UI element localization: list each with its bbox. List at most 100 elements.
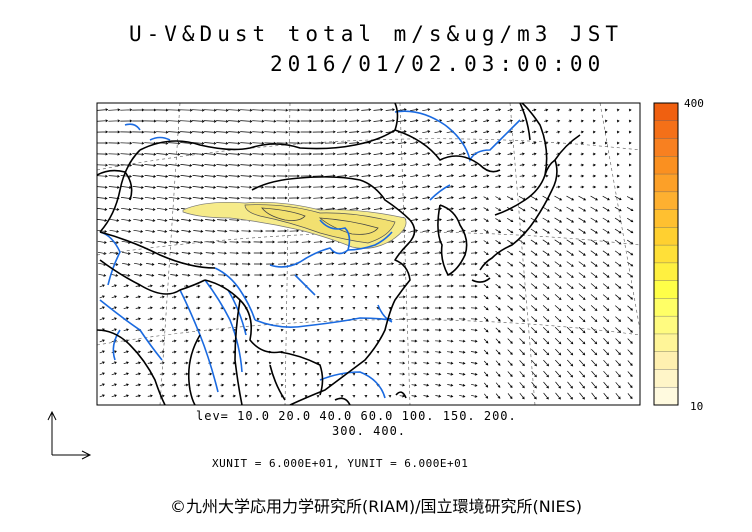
wind-vector [470, 273, 478, 277]
wind-vector [592, 108, 596, 112]
wind-vector [144, 186, 156, 189]
wind-vector [518, 206, 526, 212]
wind-vector [531, 327, 538, 334]
wind-vector [446, 229, 454, 233]
wind-vector [388, 383, 392, 387]
wind-vector [147, 383, 153, 387]
wind-vector [326, 251, 335, 255]
wind-vector [204, 163, 217, 167]
wind-vector [159, 306, 165, 310]
wind-vector [205, 251, 215, 255]
wind-vector [304, 350, 308, 354]
wind-vector [361, 152, 372, 156]
wind-vector [627, 371, 633, 378]
wind-vector [241, 240, 252, 244]
wind-vector [376, 295, 380, 299]
wind-vector [352, 351, 356, 354]
wind-vector [434, 262, 442, 266]
wind-vector [220, 295, 225, 299]
wind-vector [470, 262, 478, 266]
wind-vector [483, 141, 490, 145]
wind-vector [232, 306, 236, 310]
wind-vector [244, 372, 248, 376]
wind-vector [458, 185, 466, 189]
wind-vector [364, 284, 368, 288]
wind-vector [350, 262, 359, 266]
wind-vector [340, 318, 344, 321]
wind-vector [340, 395, 344, 398]
wind-vector [184, 328, 189, 332]
wind-vector [580, 185, 585, 189]
wind-vector [542, 283, 550, 289]
wind-vector [123, 350, 129, 354]
wind-vector [434, 196, 443, 200]
wind-vector [144, 152, 157, 156]
wind-vector [229, 262, 239, 266]
wind-vector [554, 337, 562, 345]
wind-vector [216, 152, 229, 156]
wind-vector [252, 141, 265, 145]
wind-vector [97, 185, 108, 189]
wind-vector [240, 141, 253, 145]
wind-vector [434, 207, 443, 211]
wind-vector [316, 295, 320, 299]
wind-vector [111, 317, 117, 321]
wind-vector [97, 251, 107, 255]
wind-vector [204, 174, 217, 178]
wind-vector [192, 175, 205, 178]
wind-vector [350, 273, 359, 277]
wind-vector [578, 283, 586, 289]
wind-vector [483, 294, 489, 300]
wind-vector [459, 284, 466, 288]
wind-vector [171, 317, 177, 321]
wind-vector [458, 218, 466, 222]
wind-vector [292, 306, 296, 310]
wind-vector [385, 163, 395, 167]
wind-vector [316, 284, 320, 288]
wind-vector [168, 163, 181, 167]
wind-vector [422, 185, 431, 189]
wind-vector [411, 361, 418, 365]
wind-vector [507, 228, 514, 234]
wind-vector [361, 108, 372, 112]
wind-vector [300, 163, 312, 167]
wind-vector [614, 272, 622, 278]
wind-vector [169, 262, 179, 266]
wind-vector [507, 338, 513, 344]
wind-vector [280, 339, 284, 343]
wind-vector [316, 383, 320, 387]
wind-vector [616, 174, 620, 178]
wind-vector [532, 119, 537, 123]
wind-vector [410, 163, 419, 167]
wind-vector [157, 218, 168, 222]
wind-vector [184, 350, 189, 354]
wind-vector [579, 370, 586, 378]
wind-vector [316, 306, 320, 310]
wind-vector [604, 119, 608, 123]
wind-vector [471, 174, 478, 178]
wind-vector [256, 295, 260, 299]
wind-vector [216, 141, 229, 145]
wind-vector [627, 316, 633, 322]
wind-vector [352, 384, 356, 387]
wind-vector [483, 196, 489, 200]
wind-vector [312, 130, 324, 134]
wind-vector [590, 228, 598, 234]
wind-vector [244, 361, 248, 365]
wind-vector [256, 328, 260, 332]
wind-vector [132, 141, 145, 145]
wind-vector [590, 195, 598, 201]
wind-vector [264, 152, 277, 156]
wind-vector [217, 240, 228, 244]
wind-vector [507, 261, 514, 267]
wind-vector [108, 185, 120, 189]
wind-vector [471, 141, 478, 145]
wind-vector [616, 185, 620, 189]
wind-vector [434, 273, 442, 277]
wind-vector [97, 174, 108, 178]
wind-vector [364, 339, 368, 343]
wind-vector [288, 108, 301, 112]
wind-vector [568, 108, 573, 112]
wind-vector [252, 130, 265, 134]
wind-vector [459, 361, 466, 365]
